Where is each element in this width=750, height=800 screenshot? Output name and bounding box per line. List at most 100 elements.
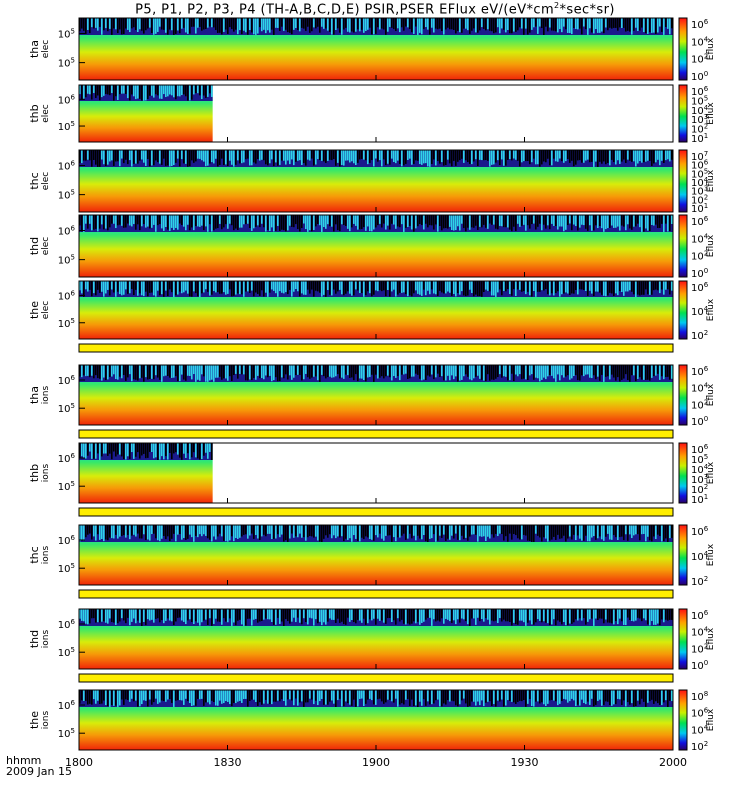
noise-stripe bbox=[149, 18, 151, 28]
noise-stripe bbox=[451, 525, 453, 536]
noise-stripe bbox=[173, 215, 175, 230]
noise-stripe bbox=[293, 150, 295, 166]
noise-stripe bbox=[619, 281, 621, 292]
noise-stripe bbox=[547, 281, 549, 295]
noise-stripe bbox=[489, 525, 491, 539]
noise-stripe bbox=[185, 18, 187, 33]
noise-stripe bbox=[667, 150, 669, 160]
noise-stripe bbox=[335, 525, 337, 539]
noise-stripe bbox=[369, 690, 371, 699]
noise-stripe bbox=[485, 365, 487, 382]
noise-stripe bbox=[435, 18, 437, 29]
noise-stripe bbox=[607, 215, 609, 229]
noise-stripe bbox=[321, 365, 323, 375]
noise-stripe bbox=[471, 215, 473, 228]
noise-stripe bbox=[271, 150, 273, 160]
noise-stripe bbox=[505, 365, 507, 377]
noise-stripe bbox=[369, 150, 371, 163]
noise-stripe bbox=[237, 365, 239, 379]
noise-stripe bbox=[503, 690, 505, 707]
noise-stripe bbox=[227, 150, 229, 166]
noise-stripe bbox=[193, 85, 195, 95]
noise-stripe bbox=[395, 18, 397, 31]
noise-stripe bbox=[267, 215, 269, 231]
noise-stripe bbox=[99, 150, 101, 167]
noise-stripe bbox=[519, 365, 521, 375]
noise-stripe bbox=[657, 281, 659, 291]
noise-stripe bbox=[79, 365, 81, 377]
noise-stripe bbox=[265, 609, 267, 619]
noise-stripe bbox=[435, 525, 437, 542]
noise-stripe bbox=[435, 365, 437, 378]
noise-stripe bbox=[371, 18, 373, 35]
noise-stripe bbox=[87, 365, 89, 376]
noise-stripe bbox=[589, 365, 591, 378]
noise-stripe bbox=[187, 150, 189, 167]
noise-stripe bbox=[127, 215, 129, 224]
noise-stripe bbox=[537, 609, 539, 620]
noise-stripe bbox=[177, 525, 179, 535]
colorbar-label: Eflux bbox=[706, 708, 716, 731]
noise-stripe bbox=[399, 18, 401, 33]
noise-stripe bbox=[299, 281, 301, 297]
noise-stripe bbox=[423, 215, 425, 230]
noise-stripe bbox=[381, 215, 383, 228]
noise-stripe bbox=[257, 365, 259, 376]
noise-stripe bbox=[533, 365, 535, 380]
noise-stripe bbox=[163, 215, 165, 231]
noise-stripe bbox=[557, 690, 559, 706]
noise-stripe bbox=[275, 365, 277, 378]
noise-stripe bbox=[271, 525, 273, 540]
noise-stripe bbox=[667, 365, 669, 377]
noise-stripe bbox=[637, 525, 639, 535]
noise-stripe bbox=[547, 365, 549, 377]
noise-stripe bbox=[321, 150, 323, 161]
noise-stripe bbox=[487, 525, 489, 537]
noise-stripe bbox=[307, 609, 309, 625]
noise-stripe bbox=[91, 443, 93, 459]
noise-stripe bbox=[95, 525, 97, 541]
noise-stripe bbox=[535, 609, 537, 623]
noise-stripe bbox=[385, 215, 387, 230]
noise-stripe bbox=[263, 609, 265, 620]
noise-stripe bbox=[467, 18, 469, 31]
noise-stripe bbox=[319, 150, 321, 161]
noise-stripe bbox=[253, 690, 255, 700]
noise-stripe bbox=[121, 18, 123, 35]
noise-stripe bbox=[137, 215, 139, 225]
noise-stripe bbox=[83, 365, 85, 376]
noise-stripe bbox=[585, 609, 587, 625]
noise-stripe bbox=[321, 215, 323, 232]
noise-stripe bbox=[587, 215, 589, 231]
noise-stripe bbox=[645, 365, 647, 380]
noise-stripe bbox=[113, 609, 115, 623]
noise-stripe bbox=[109, 443, 111, 454]
noise-stripe bbox=[259, 609, 261, 622]
colorbar-tick-label: 102 bbox=[691, 53, 708, 66]
noise-stripe bbox=[447, 365, 449, 376]
noise-stripe bbox=[121, 525, 123, 536]
noise-stripe bbox=[655, 690, 657, 702]
noise-stripe bbox=[203, 85, 205, 96]
noise-stripe bbox=[649, 365, 651, 381]
noise-stripe bbox=[329, 150, 331, 160]
noise-stripe bbox=[635, 18, 637, 28]
noise-stripe bbox=[601, 281, 603, 295]
noise-stripe bbox=[139, 281, 141, 294]
noise-stripe bbox=[365, 525, 367, 537]
noise-stripe bbox=[559, 281, 561, 297]
noise-stripe bbox=[209, 150, 211, 164]
noise-stripe bbox=[385, 609, 387, 624]
noise-stripe bbox=[631, 281, 633, 292]
noise-stripe bbox=[157, 525, 159, 541]
noise-stripe bbox=[267, 150, 269, 166]
noise-stripe bbox=[335, 365, 337, 377]
noise-stripe bbox=[499, 18, 501, 34]
noise-stripe bbox=[211, 609, 213, 626]
noise-stripe bbox=[645, 150, 647, 162]
noise-stripe bbox=[225, 365, 227, 379]
noise-stripe bbox=[103, 365, 105, 378]
noise-stripe bbox=[447, 690, 449, 701]
noise-stripe bbox=[671, 18, 673, 29]
noise-stripe bbox=[415, 281, 417, 291]
